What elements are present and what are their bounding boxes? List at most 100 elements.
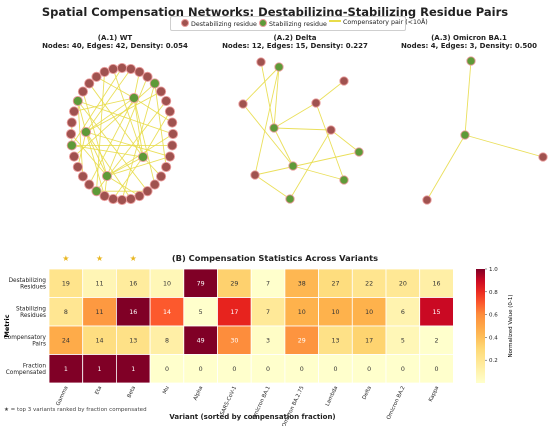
heatmap-chart: ★ ★ ★19 11 16 10 79 29 7 38 27 22 20 168 11 16 14 5 17 7 10 1… [3, 254, 514, 426]
destabilizing-node [250, 170, 260, 180]
heatmap-cell-value: 0 [199, 366, 203, 373]
destabilizing-node [538, 152, 548, 162]
heatmap-cell-value: 17 [230, 309, 238, 316]
heatmap-cell [385, 268, 421, 298]
destabilizing-node [167, 128, 179, 140]
heatmap-cell-value: 16 [129, 309, 137, 316]
network-edge [242, 103, 294, 167]
destabilizing-node [422, 195, 432, 205]
network-edge [106, 156, 171, 177]
legend: Destabilizing residue Stabilizing residu… [170, 16, 428, 31]
stabilizing-node [274, 62, 284, 72]
network-omicron-name: (A.3) Omicron BA.1 [431, 34, 507, 42]
heatmap-cell-value: 19 [62, 280, 70, 287]
heatmap-cell-value: 38 [298, 280, 306, 287]
stabilizing-node [288, 161, 298, 171]
top3-star-icon: ★ [62, 254, 69, 263]
destabilizing-node [99, 190, 110, 202]
pair-line-icon [329, 20, 341, 22]
destabilizing-node [156, 171, 167, 182]
destabilizing-node [108, 63, 119, 75]
destabilizing-node [108, 193, 119, 205]
stabilizing-node [339, 175, 349, 185]
heatmap-cell [351, 268, 387, 298]
heatmap-cell-value: 13 [129, 337, 137, 344]
destabilizing-node [156, 86, 167, 97]
heatmap-cell [351, 325, 387, 355]
destabilizing-node [142, 71, 153, 82]
heatmap-row-label: Destabilizing Residues [9, 278, 47, 291]
heatmap-cell [284, 297, 319, 327]
network-edge [106, 175, 140, 197]
destabilizing-node [125, 193, 136, 205]
network-edge [85, 97, 135, 133]
heatmap-cell-value: 11 [96, 309, 104, 316]
stabilizing-node [354, 147, 364, 157]
destabilizing-node [161, 95, 172, 107]
network-edge [133, 97, 144, 158]
stabilizing-marker-icon [259, 19, 267, 27]
heatmap-cell-value: 1 [98, 366, 102, 373]
heatmap-row-label-line: Residues [20, 285, 46, 291]
network-omicron-title: (A.3) Omicron BA.1 Nodes: 4, Edges: 3, D… [390, 34, 548, 50]
heatmap-column-label: Lambda [325, 385, 339, 407]
destabilizing-node [164, 106, 175, 117]
heatmap-cell [217, 297, 252, 327]
network-wt-title: (A.1) WT Nodes: 40, Edges: 42, Density: … [40, 34, 190, 50]
heatmap-cell-value: 7 [266, 280, 270, 287]
heatmap-cell-value: 8 [165, 337, 169, 344]
network-wt-stats: Nodes: 40, Edges: 42, Density: 0.054 [42, 42, 188, 50]
heatmap-cell-value: 79 [197, 280, 205, 287]
heatmap-cell-value: 10 [298, 309, 306, 316]
destabilizing-node [65, 128, 77, 140]
heatmap-cell-value: 0 [401, 366, 405, 373]
legend-stabilizing-label: Stabilizing residue [269, 21, 327, 28]
network-edge [273, 127, 294, 167]
destabilizing-node [167, 117, 178, 128]
network-wt-name: (A.1) WT [97, 34, 133, 42]
heatmap-cell [250, 268, 286, 298]
heatmap-cell-value: 15 [433, 309, 441, 316]
heatmap-cell [116, 297, 151, 327]
network-edge [289, 129, 332, 200]
heatmap-x-axis-label: Variant (sorted by compensation fraction… [169, 413, 336, 421]
heatmap-row-label-line: Residues [20, 313, 46, 319]
network-edge [254, 174, 291, 200]
network-edge [292, 165, 345, 181]
heatmap-cell-value: 30 [230, 337, 238, 344]
colorbar-label: Normalized Value (0-1) [508, 294, 514, 357]
heatmap-cell-value: 17 [365, 337, 373, 344]
heatmap-row-label-line: Stabilizing [16, 306, 46, 312]
network-delta-name: (A.2) Delta [273, 34, 317, 42]
network-edge [82, 91, 108, 177]
colorbar-tick-label: 0.2 [489, 358, 498, 364]
network-delta-graph [238, 57, 364, 204]
heatmap-cell [217, 354, 252, 384]
heatmap-cell-value: 10 [331, 309, 339, 316]
heatmap-cell [250, 297, 286, 327]
heatmap-cell [351, 354, 387, 384]
heatmap-cell-value: 29 [230, 280, 238, 287]
heatmap-cell-value: 3 [266, 337, 270, 344]
network-edge [242, 66, 280, 105]
legend-stabilizing: Stabilizing residue [259, 19, 327, 28]
network-edge [77, 100, 148, 192]
heatmap-cell [318, 325, 353, 355]
stabilizing-node [285, 194, 295, 204]
network-edge [77, 100, 174, 135]
heatmap-row-label: Stabilizing Residues [16, 306, 46, 319]
heatmap-cell [385, 325, 421, 355]
heatmap-cell [217, 325, 252, 355]
heatmap-cell [183, 354, 218, 384]
stabilizing-node [66, 140, 77, 151]
heatmap-cell-value: 2 [435, 337, 439, 344]
network-delta-title: (A.2) Delta Nodes: 12, Edges: 15, Densit… [215, 34, 375, 50]
heatmap-cell-value: 11 [96, 280, 104, 287]
destabilizing-node [125, 63, 136, 75]
heatmap-cell [419, 325, 454, 355]
heatmap-cell [217, 268, 252, 298]
destabilizing-node [69, 106, 80, 117]
destabilizing-marker-icon [181, 19, 189, 27]
legend-destabilizing-label: Destabilizing residue [191, 21, 257, 28]
destabilizing-node [161, 161, 172, 173]
